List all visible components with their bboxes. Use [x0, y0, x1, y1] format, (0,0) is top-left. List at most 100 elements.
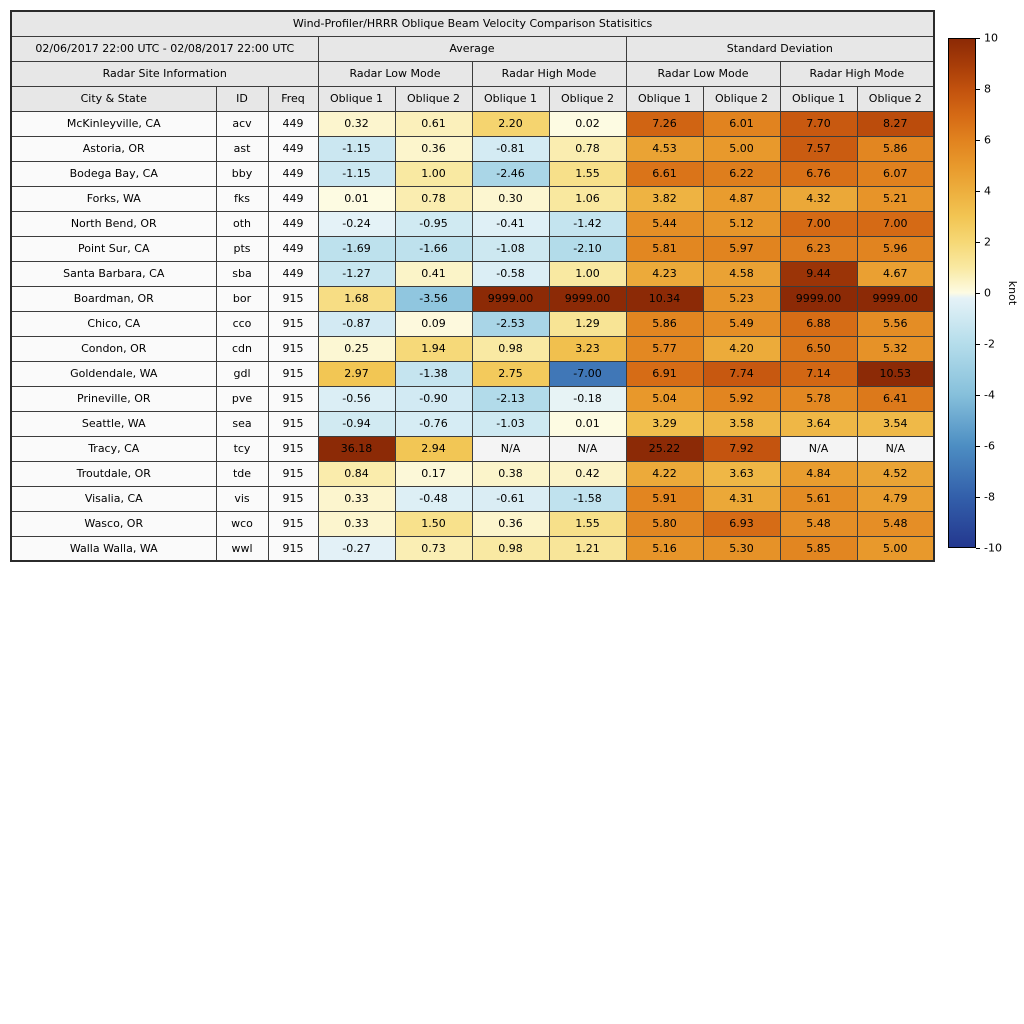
value-cell: -2.10	[548, 235, 627, 262]
value-cell: -1.69	[317, 235, 396, 262]
colorbar-tickmark	[976, 89, 980, 90]
colorbar-tickmark	[976, 497, 980, 498]
site-id-cell: bor	[215, 285, 269, 312]
city-header: City & State	[10, 85, 217, 112]
value-cell: 0.78	[548, 135, 627, 162]
std-low-oblique1-header: Oblique 1	[625, 85, 704, 112]
colorbar: 10 8 6 4 2 0 -2 -4 -6 -8 -10 knot	[948, 32, 1024, 555]
value-cell: 0.33	[317, 510, 396, 537]
colorbar-tickmark	[976, 191, 980, 192]
value-cell: 5.61	[779, 485, 858, 512]
colorbar-tick-label: 2	[984, 235, 991, 249]
value-cell: 3.58	[702, 410, 781, 437]
value-cell: 4.31	[702, 485, 781, 512]
value-cell: 7.14	[779, 360, 858, 387]
value-cell: N/A	[548, 435, 627, 462]
value-cell: 5.32	[856, 335, 935, 362]
value-cell: 5.81	[625, 235, 704, 262]
city-cell: Tracy, CA	[10, 435, 217, 462]
table-row: Forks, WA fks 449 0.01 0.78 0.30 1.06 3.82 4.87 4…	[10, 185, 935, 212]
site-id-cell: tde	[215, 460, 269, 487]
freq-cell: 915	[267, 285, 319, 312]
value-cell: 1.55	[548, 510, 627, 537]
table-row: Astoria, OR ast 449 -1.15 0.36 -0.81 0.78 4.53 5…	[10, 135, 935, 162]
value-cell: 25.22	[625, 435, 704, 462]
colorbar-tick-label: -2	[984, 337, 995, 351]
freq-cell: 449	[267, 235, 319, 262]
colorbar-tick-label: -6	[984, 439, 995, 453]
value-cell: 5.48	[856, 510, 935, 537]
freq-cell: 449	[267, 185, 319, 212]
city-cell: Bodega Bay, CA	[10, 160, 217, 187]
value-cell: 7.74	[702, 360, 781, 387]
site-id-cell: wco	[215, 510, 269, 537]
value-cell: 0.98	[471, 535, 550, 562]
freq-cell: 449	[267, 160, 319, 187]
value-cell: 0.41	[394, 260, 473, 287]
std-low-mode-header: Radar Low Mode	[625, 60, 781, 87]
value-cell: 1.29	[548, 310, 627, 337]
value-cell: 5.96	[856, 235, 935, 262]
value-cell: 9999.00	[779, 285, 858, 312]
freq-cell: 915	[267, 485, 319, 512]
value-cell: -0.76	[394, 410, 473, 437]
site-id-cell: bby	[215, 160, 269, 187]
freq-cell: 449	[267, 260, 319, 287]
colorbar-tickmark	[976, 446, 980, 447]
value-cell: 2.75	[471, 360, 550, 387]
table-row: Point Sur, CA pts 449 -1.69 -1.66 -1.08 -2.10 5…	[10, 235, 935, 262]
site-id-cell: wwl	[215, 535, 269, 562]
value-cell: 1.21	[548, 535, 627, 562]
value-cell: 0.01	[317, 185, 396, 212]
average-group-header: Average	[317, 35, 627, 62]
value-cell: -2.53	[471, 310, 550, 337]
freq-cell: 449	[267, 110, 319, 137]
colorbar-tickmark	[976, 38, 980, 39]
site-id-cell: oth	[215, 210, 269, 237]
value-cell: 7.57	[779, 135, 858, 162]
freq-cell: 915	[267, 360, 319, 387]
site-id-cell: cdn	[215, 335, 269, 362]
mode-header-row: Radar Site Information Radar Low Mode Ra…	[10, 60, 935, 87]
value-cell: 8.27	[856, 110, 935, 137]
value-cell: 6.07	[856, 160, 935, 187]
value-cell: 5.80	[625, 510, 704, 537]
colorbar-tick-label: 10	[984, 31, 998, 45]
value-cell: 7.70	[779, 110, 858, 137]
value-cell: 5.30	[702, 535, 781, 562]
value-cell: 10.53	[856, 360, 935, 387]
date-range: 02/06/2017 22:00 UTC - 02/08/2017 22:00 …	[10, 35, 319, 62]
city-cell: North Bend, OR	[10, 210, 217, 237]
colorbar-tick-label: 8	[984, 82, 991, 96]
value-cell: 7.00	[856, 210, 935, 237]
std-group-header: Standard Deviation	[625, 35, 935, 62]
value-cell: 0.33	[317, 485, 396, 512]
freq-cell: 915	[267, 510, 319, 537]
value-cell: 5.92	[702, 385, 781, 412]
value-cell: -1.03	[471, 410, 550, 437]
value-cell: 4.23	[625, 260, 704, 287]
site-id-cell: pts	[215, 235, 269, 262]
value-cell: 0.32	[317, 110, 396, 137]
value-cell: -0.94	[317, 410, 396, 437]
value-cell: 5.04	[625, 385, 704, 412]
value-cell: 3.82	[625, 185, 704, 212]
site-info-header: Radar Site Information	[10, 60, 319, 87]
colorbar-tick-label: -4	[984, 388, 995, 402]
value-cell: 0.09	[394, 310, 473, 337]
city-cell: Boardman, OR	[10, 285, 217, 312]
value-cell: 4.32	[779, 185, 858, 212]
city-cell: Visalia, CA	[10, 485, 217, 512]
value-cell: 4.79	[856, 485, 935, 512]
std-low-oblique2-header: Oblique 2	[702, 85, 781, 112]
site-id-cell: gdl	[215, 360, 269, 387]
value-cell: 4.20	[702, 335, 781, 362]
table-row: Chico, CA cco 915 -0.87 0.09 -2.53 1.29 5.86 5.4…	[10, 310, 935, 337]
city-cell: Chico, CA	[10, 310, 217, 337]
value-cell: 4.58	[702, 260, 781, 287]
table-row: Goldendale, WA gdl 915 2.97 -1.38 2.75 -7.00 6.…	[10, 360, 935, 387]
value-cell: -1.08	[471, 235, 550, 262]
value-cell: 3.29	[625, 410, 704, 437]
avg-low-mode-header: Radar Low Mode	[317, 60, 473, 87]
value-cell: 7.00	[779, 210, 858, 237]
